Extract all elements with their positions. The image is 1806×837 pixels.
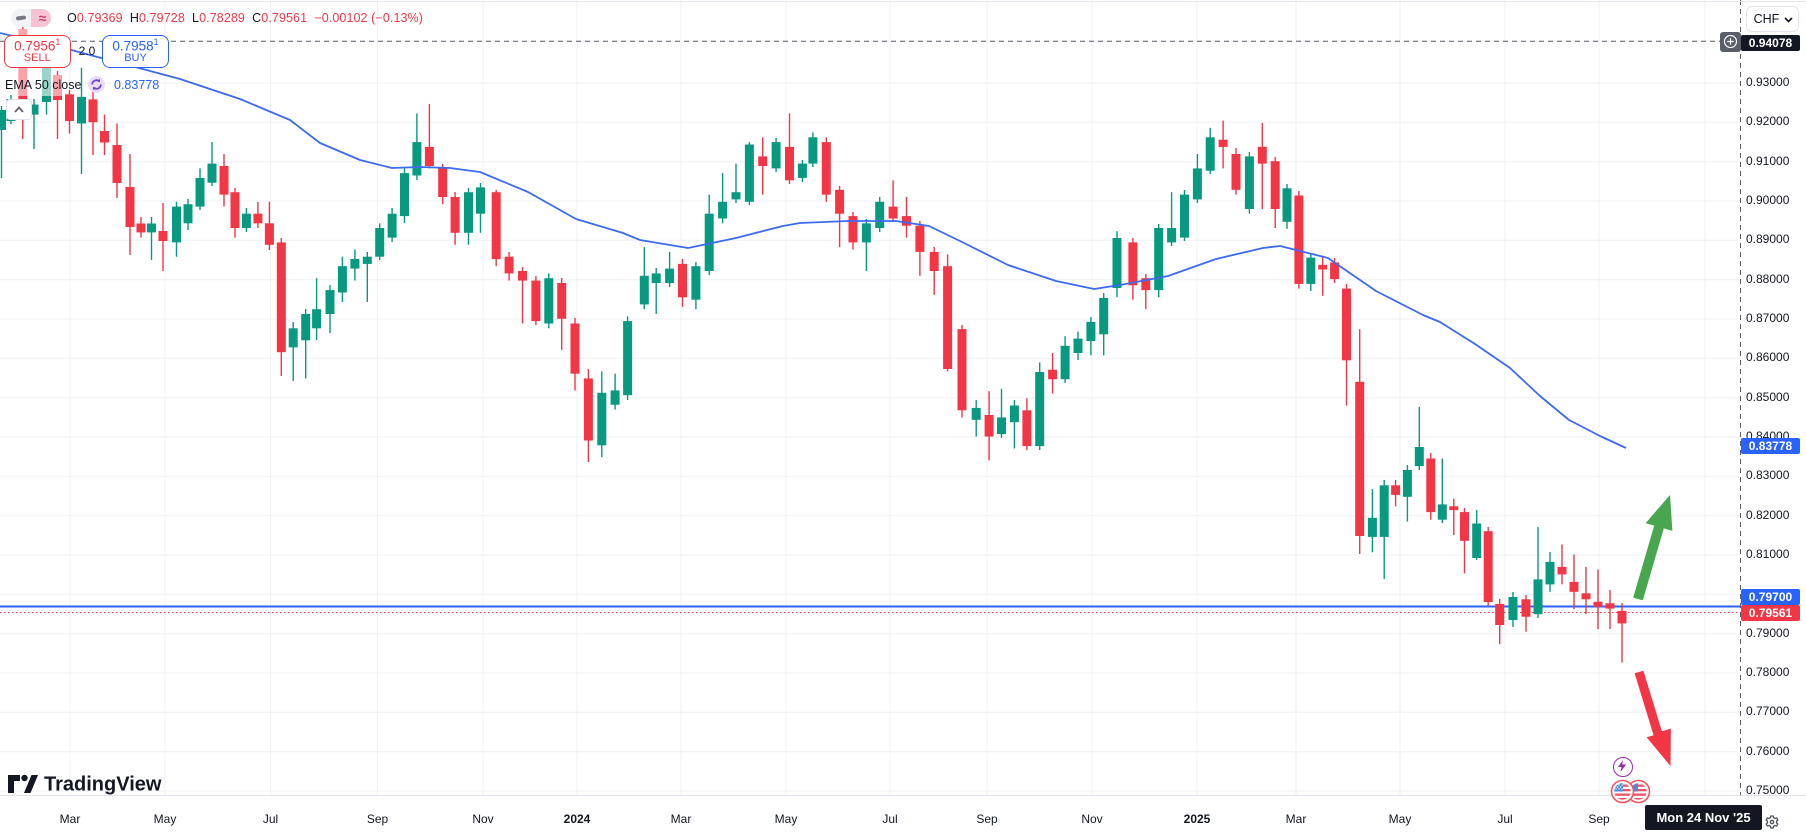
svg-text:TradingView: TradingView <box>44 774 162 796</box>
